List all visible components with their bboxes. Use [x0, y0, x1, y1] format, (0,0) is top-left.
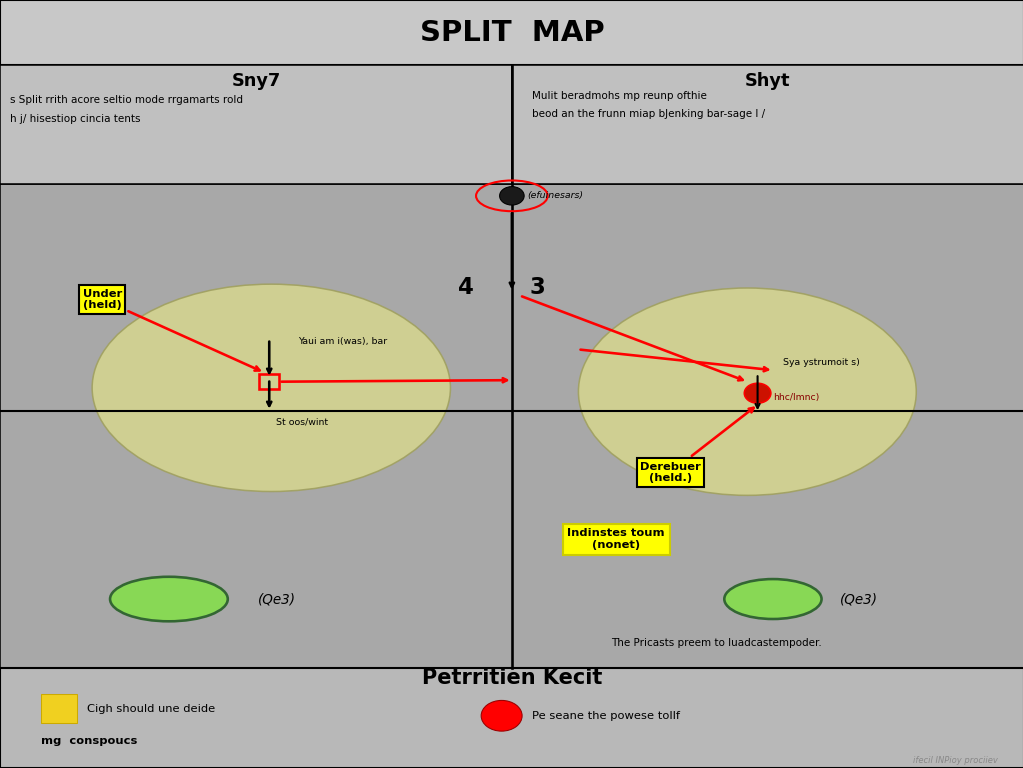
Bar — [259, 374, 279, 389]
Circle shape — [744, 383, 770, 403]
FancyBboxPatch shape — [512, 65, 1023, 184]
Text: Mulit beradmohs mp reunp ofthie: Mulit beradmohs mp reunp ofthie — [532, 91, 707, 101]
Text: ifecil INPioy prociiev: ifecil INPioy prociiev — [913, 756, 997, 765]
Text: Cigh should une deide: Cigh should une deide — [87, 703, 215, 714]
Text: Under
(held): Under (held) — [83, 289, 260, 371]
Text: beod an the frunn miap bJenking bar-sage l /: beod an the frunn miap bJenking bar-sage… — [532, 108, 765, 119]
Text: Sya ystrumoit s): Sya ystrumoit s) — [783, 358, 859, 367]
Ellipse shape — [110, 577, 227, 621]
Circle shape — [499, 187, 524, 205]
FancyBboxPatch shape — [0, 184, 1023, 668]
Text: St oos/wint: St oos/wint — [276, 418, 327, 427]
FancyBboxPatch shape — [0, 65, 512, 184]
Text: 3: 3 — [529, 276, 545, 300]
Text: Petrritien Kecit: Petrritien Kecit — [421, 668, 602, 688]
Ellipse shape — [578, 288, 916, 495]
Text: Derebuer
(held.): Derebuer (held.) — [639, 408, 753, 483]
FancyBboxPatch shape — [0, 668, 1023, 768]
Text: hhc/lmnc): hhc/lmnc) — [772, 392, 818, 402]
Circle shape — [481, 700, 522, 731]
Text: Shyt: Shyt — [745, 71, 790, 90]
Bar — [41, 694, 77, 723]
Ellipse shape — [724, 579, 820, 619]
Text: SPLIT  MAP: SPLIT MAP — [419, 18, 604, 47]
FancyBboxPatch shape — [0, 0, 1023, 65]
Text: (efuinesars): (efuinesars) — [527, 191, 583, 200]
Text: h j/ hisestiop cincia tents: h j/ hisestiop cincia tents — [10, 114, 140, 124]
Text: s Split rrith acore seltio mode rrgamarts rold: s Split rrith acore seltio mode rrgamart… — [10, 94, 243, 105]
Text: (Qe3): (Qe3) — [258, 592, 296, 606]
Text: Pe seane the powese tollf: Pe seane the powese tollf — [532, 710, 680, 721]
Text: Sny7: Sny7 — [231, 71, 280, 90]
Text: (Qe3): (Qe3) — [839, 592, 877, 606]
Text: 4: 4 — [457, 276, 474, 300]
Text: Indinstes toum
(nonet): Indinstes toum (nonet) — [567, 528, 665, 550]
Text: The Pricasts preem to luadcastempoder.: The Pricasts preem to luadcastempoder. — [611, 637, 821, 648]
Text: mg  conspoucs: mg conspoucs — [41, 736, 137, 746]
Text: Yaui am i(was), bar: Yaui am i(was), bar — [298, 337, 388, 346]
Ellipse shape — [92, 284, 450, 492]
